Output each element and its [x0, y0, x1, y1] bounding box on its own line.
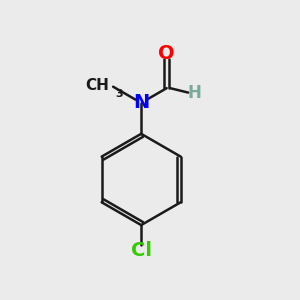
Text: H: H — [188, 84, 202, 102]
Text: N: N — [133, 93, 149, 112]
Text: Cl: Cl — [131, 241, 152, 260]
Text: O: O — [158, 44, 175, 63]
Text: 3: 3 — [116, 89, 123, 99]
Text: CH: CH — [85, 78, 109, 93]
